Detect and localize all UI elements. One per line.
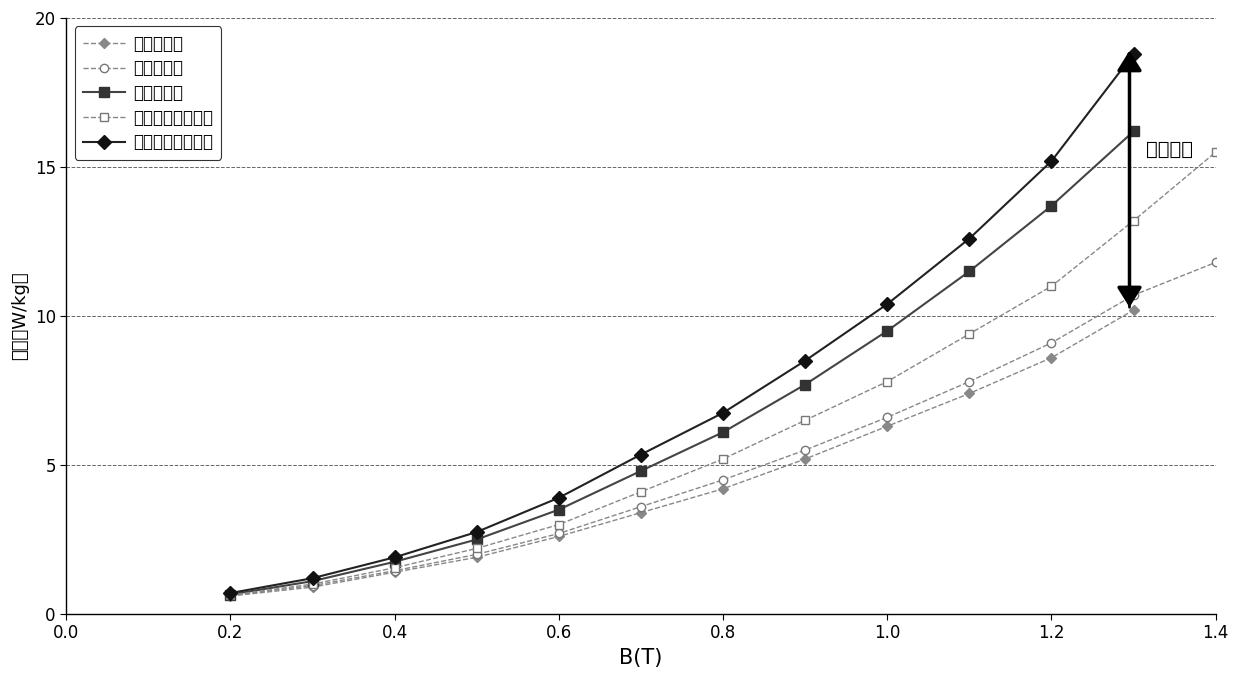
X-axis label: B(T): B(T) xyxy=(619,648,662,668)
Line: 压入外壳中的鐵心: 压入外壳中的鐵心 xyxy=(226,49,1138,598)
FancyArrowPatch shape xyxy=(1118,54,1140,304)
冲压的鐵心 xyxy=(797,446,812,454)
压入外壳中的鐵心 xyxy=(469,528,484,536)
无应力鐵心 xyxy=(1126,306,1141,314)
层叠的鐵心 xyxy=(223,591,238,599)
冲压的鐵心 xyxy=(634,502,649,511)
冲压的鐵心 xyxy=(880,414,895,422)
压入外壳中的鐵心 xyxy=(305,574,320,582)
绕制后上漆的鐵心 xyxy=(1126,217,1141,225)
冲压的鐵心 xyxy=(1126,291,1141,299)
层叠的鐵心 xyxy=(715,428,730,437)
冲压的鐵心 xyxy=(1208,258,1223,266)
绕制后上漆的鐵心 xyxy=(634,488,649,496)
无应力鐵心 xyxy=(634,509,649,517)
Line: 无应力鐵心: 无应力鐵心 xyxy=(227,307,1137,600)
层叠的鐵心 xyxy=(880,327,895,335)
绕制后上漆的鐵心 xyxy=(880,378,895,386)
层叠的鐵心 xyxy=(1044,202,1059,210)
绕制后上漆的鐵心 xyxy=(1044,282,1059,291)
层叠的鐵心 xyxy=(305,577,320,585)
Text: 鐵损增加: 鐵损增加 xyxy=(1146,140,1193,159)
压入外壳中的鐵心 xyxy=(223,589,238,597)
绕制后上漆的鐵心 xyxy=(305,580,320,588)
冲压的鐵心 xyxy=(715,476,730,484)
冲压的鐵心 xyxy=(1044,339,1059,347)
层叠的鐵心 xyxy=(387,557,402,566)
无应力鐵心 xyxy=(305,583,320,591)
无应力鐵心 xyxy=(552,532,567,540)
冲压的鐵心 xyxy=(223,591,238,600)
无应力鐵心 xyxy=(797,455,812,463)
Line: 绕制后上漆的鐵心: 绕制后上漆的鐵心 xyxy=(226,148,1220,600)
无应力鐵心 xyxy=(1044,354,1059,362)
压入外壳中的鐵心 xyxy=(962,234,977,242)
层叠的鐵心 xyxy=(1126,127,1141,135)
无应力鐵心 xyxy=(387,568,402,576)
冲压的鐵心 xyxy=(962,378,977,386)
冲压的鐵心 xyxy=(469,550,484,558)
压入外壳中的鐵心 xyxy=(634,450,649,458)
层叠的鐵心 xyxy=(469,535,484,543)
无应力鐵心 xyxy=(962,389,977,397)
无应力鐵心 xyxy=(469,553,484,562)
冲压的鐵心 xyxy=(305,581,320,589)
压入外壳中的鐵心 xyxy=(387,553,402,562)
压入外壳中的鐵心 xyxy=(552,494,567,502)
层叠的鐵心 xyxy=(797,380,812,388)
压入外壳中的鐵心 xyxy=(715,409,730,417)
层叠的鐵心 xyxy=(634,467,649,475)
压入外壳中的鐵心 xyxy=(880,300,895,308)
绕制后上漆的鐵心 xyxy=(469,545,484,553)
绕制后上漆的鐵心 xyxy=(715,455,730,463)
无应力鐵心 xyxy=(223,592,238,600)
无应力鐵心 xyxy=(715,485,730,493)
绕制后上漆的鐵心 xyxy=(797,416,812,424)
压入外壳中的鐵心 xyxy=(1126,50,1141,58)
冲压的鐵心 xyxy=(387,567,402,575)
Legend: 无应力鐵心, 冲压的鐵心, 层叠的鐵心, 绕制后上漆的鐵心, 压入外壳中的鐵心: 无应力鐵心, 冲压的鐵心, 层叠的鐵心, 绕制后上漆的鐵心, 压入外壳中的鐵心 xyxy=(74,26,221,160)
Line: 层叠的鐵心: 层叠的鐵心 xyxy=(226,126,1138,600)
绕制后上漆的鐵心 xyxy=(223,591,238,600)
绕制后上漆的鐵心 xyxy=(552,521,567,529)
绕制后上漆的鐵心 xyxy=(962,330,977,338)
压入外壳中的鐵心 xyxy=(1044,157,1059,165)
冲压的鐵心 xyxy=(552,530,567,538)
Line: 冲压的鐵心: 冲压的鐵心 xyxy=(226,258,1220,600)
层叠的鐵心 xyxy=(552,506,567,514)
层叠的鐵心 xyxy=(962,268,977,276)
压入外壳中的鐵心 xyxy=(797,356,812,365)
无应力鐵心 xyxy=(880,422,895,430)
绕制后上漆的鐵心 xyxy=(387,564,402,572)
绕制后上漆的鐵心 xyxy=(1208,148,1223,156)
Y-axis label: 鐵损（W/kg）: 鐵损（W/kg） xyxy=(11,272,29,361)
